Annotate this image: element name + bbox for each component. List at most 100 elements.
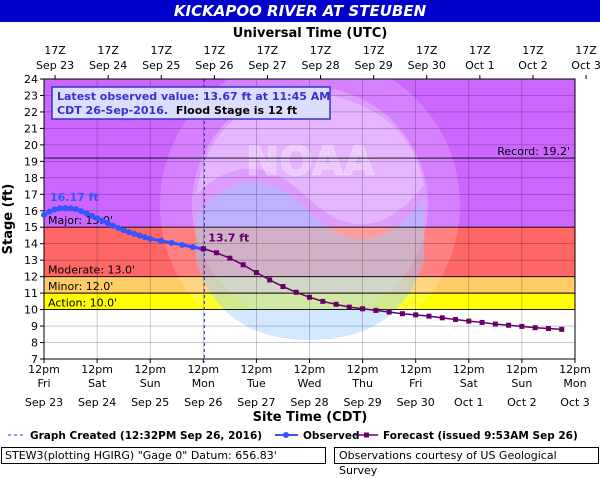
cdt-tick-time: 12pm: [347, 363, 379, 376]
observed-series: [41, 204, 207, 253]
band-label-minor: Minor: 12.0': [48, 280, 113, 293]
band-action: [44, 293, 575, 310]
utc-axis-ticks: 17Z Sep 23 17Z Sep 24 17Z Sep 25 17Z Sep 26 17Z S…: [36, 44, 600, 79]
cdt-tick-time: 12pm: [241, 363, 273, 376]
callout-flood-stage: Flood Stage is 12 ft: [176, 104, 297, 117]
footer-datum: STEW3(plotting HGIRG) "Gage 0" Datum: 65…: [1, 447, 326, 464]
cdt-tick-time: 12pm: [400, 363, 432, 376]
observed-point: [83, 210, 90, 217]
observed-point: [41, 211, 47, 218]
cdt-axis-label: Site Time (CDT): [253, 410, 368, 425]
utc-tick-hour: 17Z: [469, 44, 491, 57]
y-tick-label: 19: [24, 155, 38, 168]
forecast-point: [506, 322, 512, 328]
footer-credit: Observations courtesy of US Geological S…: [334, 447, 599, 477]
utc-tick-date: Sep 25: [142, 59, 180, 72]
cdt-tick-time: 12pm: [559, 363, 591, 376]
forecast-point: [492, 321, 498, 327]
cdt-tick-day: Sat: [460, 377, 479, 390]
observed-point: [115, 225, 122, 232]
forecast-point: [293, 289, 299, 295]
latest-value-callout: Latest observed value: 13.67 ft at 11:45…: [51, 86, 331, 120]
observed-point: [62, 204, 69, 211]
forecast-point: [320, 298, 326, 304]
forecast-point: [253, 270, 259, 276]
cdt-tick-day: Thu: [351, 377, 373, 390]
observed-point: [56, 205, 63, 212]
observed-point: [157, 237, 164, 244]
cdt-tick-date: Oct 3: [560, 396, 590, 409]
forecast-point: [413, 312, 419, 318]
cdt-tick-day: Fri: [409, 377, 422, 390]
callout-line1: Latest observed value: 13.67 ft at 11:45…: [57, 90, 330, 103]
forecast-point: [453, 316, 459, 322]
observed-point: [131, 230, 138, 237]
forecast-point: [559, 326, 565, 332]
cdt-tick-date: Sep 30: [397, 396, 435, 409]
y-tick-label: 9: [31, 320, 38, 333]
cdt-tick-time: 12pm: [506, 363, 538, 376]
observed-point: [51, 206, 58, 213]
y-tick-label: 21: [24, 122, 38, 135]
forecast-point: [227, 255, 233, 261]
cdt-tick-day: Sun: [511, 377, 532, 390]
observed-peak-label: 16.17 ft: [50, 191, 99, 204]
legend-observed-marker: [283, 432, 289, 438]
forecast-point: [200, 246, 206, 252]
forecast-point: [439, 315, 445, 321]
forecast-point: [466, 318, 472, 324]
record-label: Record: 19.2': [497, 145, 570, 158]
watermark-outer-ring: [160, 79, 460, 355]
observed-point: [110, 222, 117, 229]
cdt-tick-date: Oct 1: [454, 396, 484, 409]
y-tick-label: 20: [24, 139, 38, 152]
cdt-tick-day: Wed: [298, 377, 322, 390]
utc-tick-hour: 17Z: [97, 44, 119, 57]
callout-box: [51, 86, 331, 120]
observed-point: [99, 217, 106, 224]
forecast-point: [267, 277, 273, 283]
cdt-tick-date: Sep 29: [343, 396, 381, 409]
legend-created-text: Graph Created (12:32PM Sep 26, 2016): [30, 430, 262, 442]
cdt-tick-day: Sun: [140, 377, 161, 390]
y-tick-label: 17: [24, 188, 38, 201]
utc-axis-label: Universal Time (UTC): [233, 26, 388, 41]
noaa-watermark: NOAA: [160, 79, 460, 355]
forecast-point: [346, 304, 352, 310]
cdt-tick-day: Mon: [563, 377, 586, 390]
series-labels: 16.17 ft 13.7 ft: [50, 191, 249, 245]
y-axis-ticks: 7 8 9 10 11 12 13 14 15 16 17 18 19 20 21 22 23 24: [24, 73, 44, 366]
callout-date: CDT 26-Sep-2016.: [57, 104, 168, 117]
band-minor: [44, 276, 575, 294]
cdt-tick-time: 12pm: [294, 363, 326, 376]
y-tick-label: 24: [24, 73, 38, 86]
utc-tick-date: Sep 30: [408, 59, 446, 72]
utc-tick-hour: 17Z: [257, 44, 279, 57]
legend-forecast-text: Forecast (issued 9:53AM Sep 26): [383, 430, 578, 442]
y-tick-label: 23: [24, 89, 38, 102]
observed-point: [168, 239, 175, 246]
watermark-text: NOAA: [246, 139, 374, 185]
y-tick-label: 13: [24, 254, 38, 267]
utc-tick-date: Sep 29: [355, 59, 393, 72]
utc-tick-date: Oct 2: [518, 59, 548, 72]
y-tick-label: 18: [24, 172, 38, 185]
cdt-tick-date: Sep 23: [25, 396, 63, 409]
utc-tick-date: Sep 27: [248, 59, 286, 72]
chart-title: KICKAPOO RIVER AT STEUBEN: [173, 2, 427, 20]
y-tick-label: 16: [24, 205, 38, 218]
utc-tick-date: Oct 1: [465, 59, 495, 72]
title-bar: KICKAPOO RIVER AT STEUBEN: [0, 0, 600, 22]
cdt-tick-time: 12pm: [134, 363, 166, 376]
y-tick-label: 14: [24, 238, 38, 251]
cdt-tick-date: Sep 24: [78, 396, 116, 409]
y-tick-label: 15: [24, 221, 38, 234]
callout-line2: CDT 26-Sep-2016. Flood Stage is 12 ft: [57, 104, 297, 117]
forecast-point: [307, 294, 312, 300]
cdt-tick-date: Oct 2: [507, 396, 537, 409]
forecast-point: [479, 319, 485, 325]
legend-forecast-marker: [364, 432, 369, 438]
forecast-point: [532, 325, 538, 331]
